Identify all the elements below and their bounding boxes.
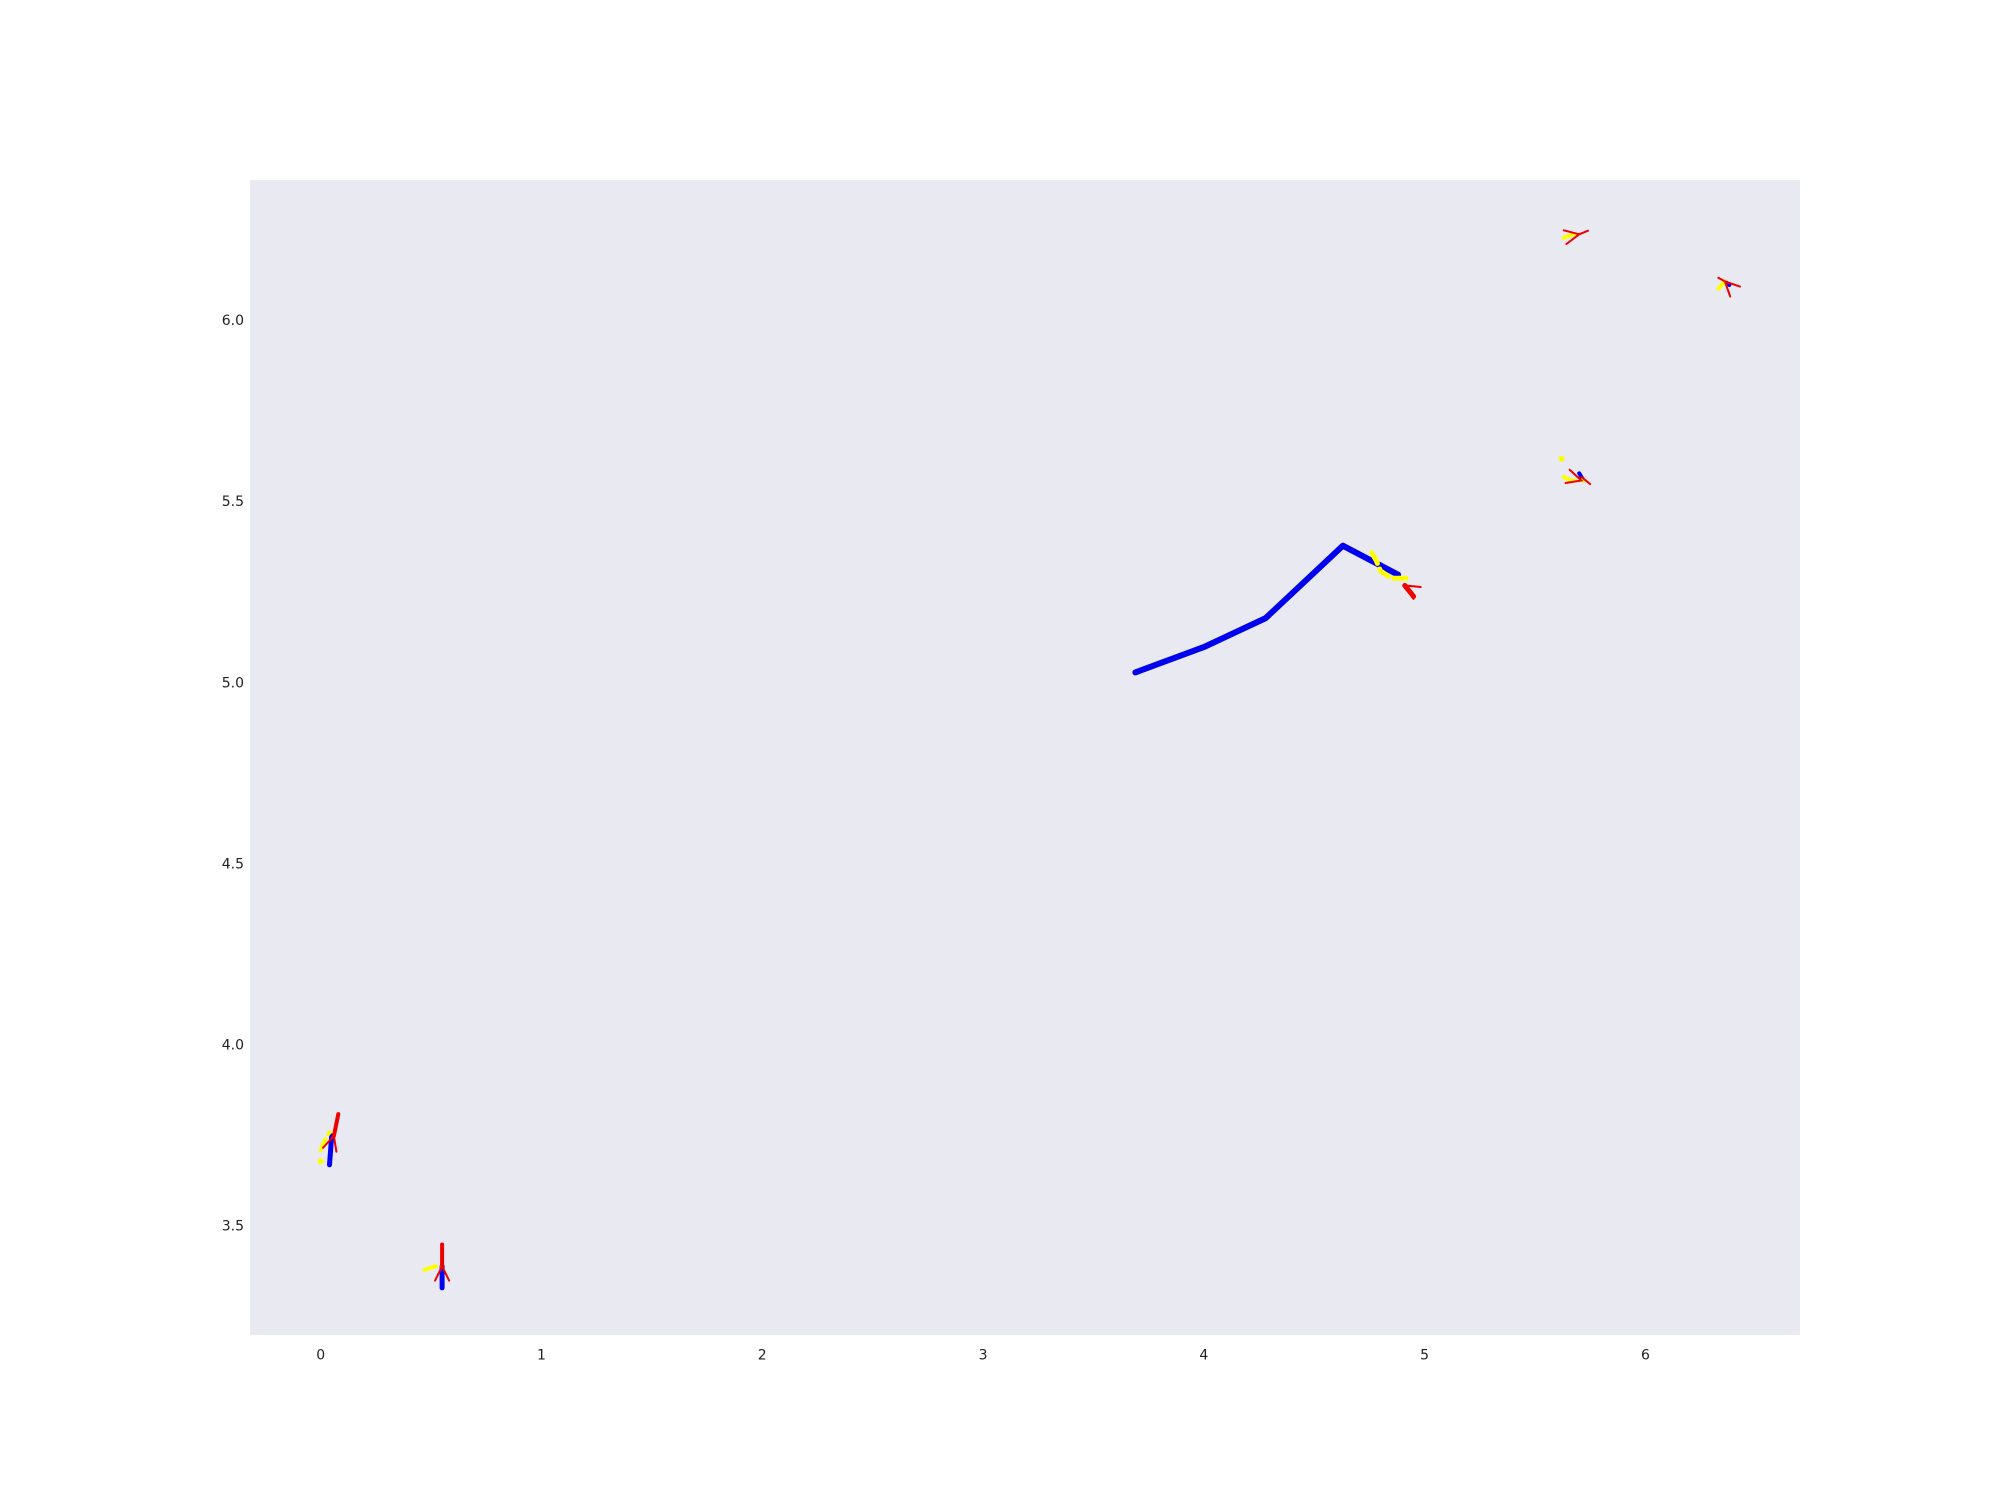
ground_truth-trajectory-line	[331, 1112, 341, 1138]
arrow-head-marker	[1564, 468, 1584, 484]
arrow-head-marker	[1562, 229, 1582, 245]
y-tick-label: 6.0	[222, 313, 244, 329]
prediction-point	[317, 1158, 324, 1165]
ground_truth-trajectory-line	[1580, 475, 1592, 486]
y-tick-label: 4.5	[222, 856, 244, 872]
x-axis-ticks: 0 1 2 3 4 5 6	[316, 1348, 1650, 1364]
x-tick-label: 5	[1420, 1348, 1429, 1364]
prediction-trajectory-line	[318, 1130, 332, 1153]
x-tick-label: 0	[316, 1348, 325, 1364]
x-tick-label: 6	[1641, 1348, 1650, 1364]
history-trajectory-line	[327, 1133, 335, 1168]
y-tick-label: 5.0	[222, 675, 244, 691]
arrow-head-marker	[434, 1263, 451, 1282]
prediction-trajectory-line	[1369, 550, 1410, 581]
prediction-trajectory-line	[1561, 232, 1582, 240]
arrow-head-marker	[1723, 279, 1741, 298]
arrow-head-marker	[322, 1133, 338, 1153]
y-tick-label: 5.5	[222, 494, 244, 510]
arrow-head-marker	[1402, 584, 1422, 600]
prediction-trajectory-line	[422, 1264, 445, 1272]
arrow-heads	[322, 229, 1741, 1282]
prediction-trajectory-line	[1716, 279, 1727, 291]
x-tick-label: 4	[1199, 1348, 1208, 1364]
plot-area-background	[250, 180, 1800, 1335]
x-tick-label: 2	[758, 1348, 767, 1364]
y-tick-label: 4.0	[222, 1037, 244, 1053]
y-tick-label: 3.5	[222, 1218, 244, 1234]
history-trajectory-line	[1132, 542, 1402, 676]
prediction-point	[1558, 455, 1565, 462]
y-axis-ticks: 3.5 4.0 4.5 5.0 5.5 6.0	[222, 313, 244, 1234]
x-tick-label: 1	[537, 1348, 546, 1364]
x-tick-label: 3	[979, 1348, 988, 1364]
